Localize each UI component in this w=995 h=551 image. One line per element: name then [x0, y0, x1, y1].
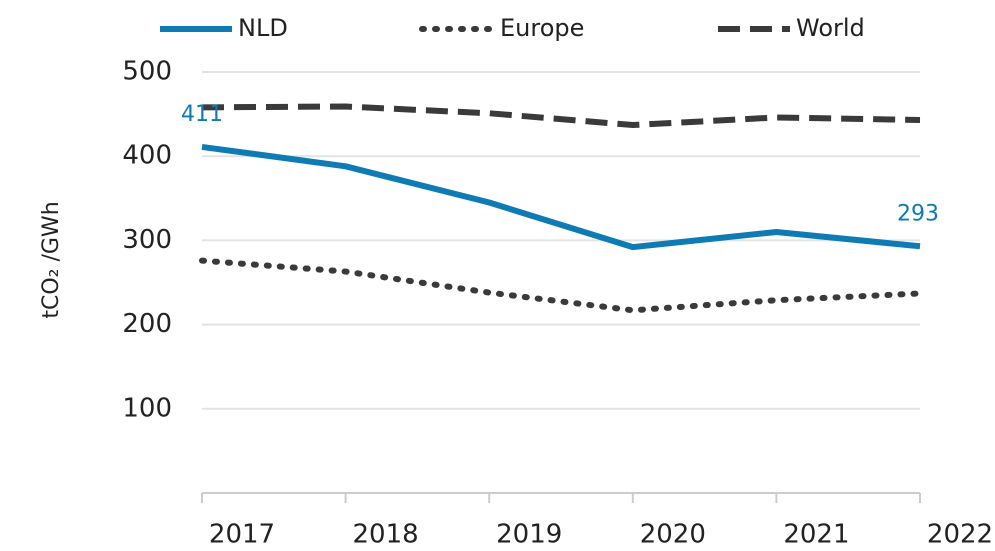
x-tick-label: 2019	[496, 520, 562, 550]
legend-label: NLD	[238, 14, 288, 42]
series-line	[201, 103, 921, 129]
y-tick-label: 400	[122, 141, 172, 171]
x-tick-label: 2022	[927, 520, 993, 550]
series-line	[201, 143, 921, 251]
data-label: 293	[897, 201, 939, 226]
x-tick-label: 2018	[353, 520, 419, 550]
legend-label: Europe	[500, 14, 584, 42]
x-tick-label: 2020	[640, 520, 706, 550]
data-label: 411	[181, 102, 223, 127]
series-line	[199, 257, 923, 314]
legend-label: World	[796, 14, 865, 42]
y-tick-label: 300	[122, 225, 172, 255]
y-tick-label: 200	[122, 309, 172, 339]
y-tick-label: 100	[122, 393, 172, 423]
x-tick-label: 2021	[783, 520, 849, 550]
y-tick-label: 500	[122, 57, 172, 87]
x-tick-label: 2017	[209, 520, 275, 550]
y-axis-label: tCO₂ /GWh	[39, 201, 64, 318]
